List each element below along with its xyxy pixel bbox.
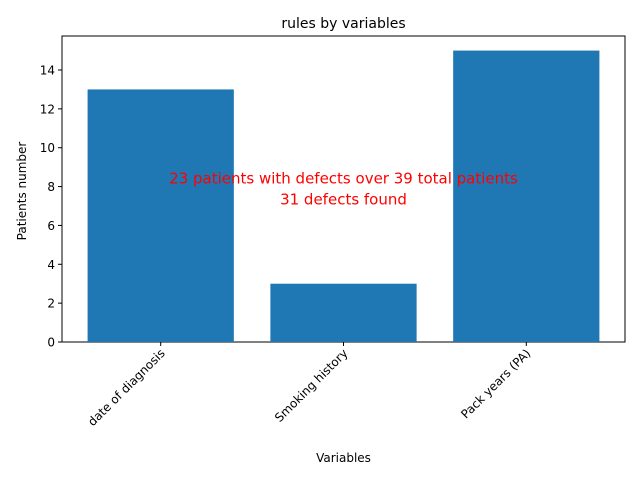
annotation-line-2: 31 defects found xyxy=(280,191,407,209)
bars xyxy=(87,50,600,342)
y-tick-label: 8 xyxy=(47,180,55,194)
bar-3 xyxy=(453,50,600,342)
y-tick-label: 6 xyxy=(47,219,55,233)
y-tick-label: 2 xyxy=(47,297,55,311)
y-tick-label: 0 xyxy=(47,336,55,350)
chart-title: rules by variables xyxy=(281,16,405,32)
bar-2 xyxy=(270,283,417,342)
y-axis: 0 2 4 6 8 10 12 14 xyxy=(40,64,62,350)
x-axis-label: Variables xyxy=(316,451,371,465)
y-tick-label: 4 xyxy=(47,258,55,272)
y-tick-label: 10 xyxy=(40,141,55,155)
y-tick-label: 14 xyxy=(40,64,55,78)
y-tick-label: 12 xyxy=(40,102,55,116)
bar-1 xyxy=(87,89,234,342)
y-axis-label: Patients number xyxy=(15,142,29,241)
annotation-line-1: 23 patients with defects over 39 total p… xyxy=(169,170,518,188)
chart-annotation: 23 patients with defects over 39 total p… xyxy=(169,170,518,209)
